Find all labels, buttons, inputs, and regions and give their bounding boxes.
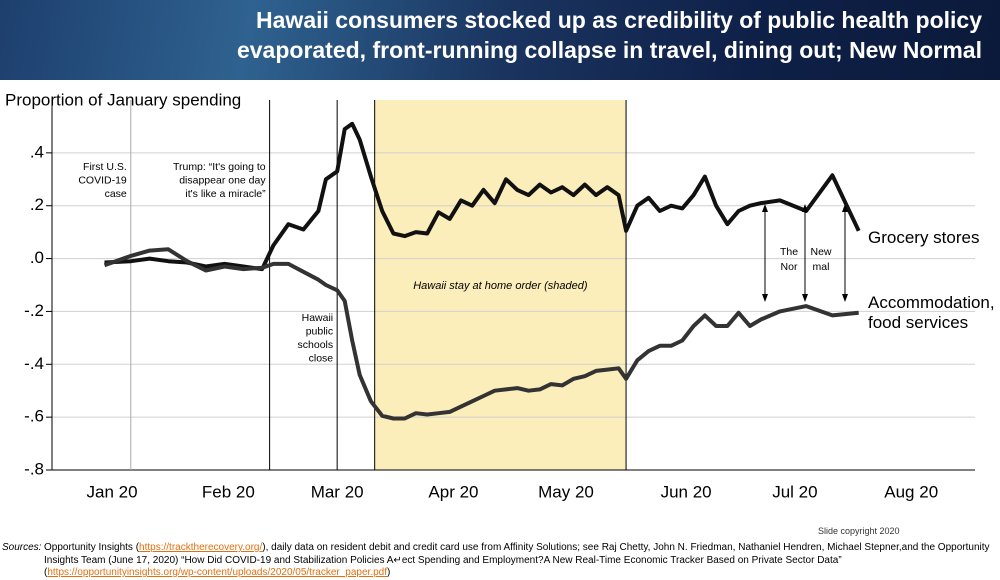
source-text: ) <box>387 567 391 578</box>
x-tick-label: May 20 <box>538 482 594 501</box>
x-tick-label: Mar 20 <box>311 482 364 501</box>
y-tick-label: -.4 <box>24 354 44 373</box>
copyright: Slide copyright 2020 <box>818 526 900 536</box>
y-tick-label: .0 <box>30 248 44 267</box>
x-tick-label: Jul 20 <box>772 482 817 501</box>
y-tick-label: -.2 <box>24 301 44 320</box>
event-label: disappear one day <box>179 174 266 186</box>
series-line <box>104 121 861 272</box>
sources-text: Opportunity Insights (https://trackthere… <box>44 542 992 580</box>
y-tick-label: .2 <box>30 195 44 214</box>
y-tick-label: -.6 <box>24 407 44 426</box>
event-label: public <box>306 325 333 337</box>
source-text: Opportunity Insights ( <box>44 542 140 553</box>
series-label: Grocery stores <box>868 228 980 247</box>
sources-label: Sources: <box>2 542 42 553</box>
title-line: evaporated, front-running collapse in tr… <box>236 37 982 63</box>
series-line <box>103 247 859 421</box>
event-label: it's like a miracle” <box>185 188 266 200</box>
shaded-period <box>374 100 627 470</box>
event-label: case <box>105 188 127 200</box>
source-link[interactable]: https://tracktherecovery.org/ <box>139 542 263 553</box>
series-label: Accommodation, food services <box>868 293 995 332</box>
event-label: Hawaii <box>302 312 334 324</box>
chart: Proportion of January spending Hawaii st… <box>5 90 975 501</box>
new-normal-label: The <box>780 246 798 258</box>
sources: Sources: Opportunity Insights (https://t… <box>2 542 992 580</box>
event-label: COVID-19 <box>78 174 127 186</box>
new-normal-label: mal <box>813 261 830 273</box>
x-tick-label: Feb 20 <box>202 482 255 501</box>
event-label: schools <box>298 339 334 351</box>
new-normal-label: Nor <box>781 261 798 273</box>
header-banner: Hawaii consumers stocked up as credibili… <box>0 0 1000 80</box>
y-tick-label: -.8 <box>24 459 44 478</box>
y-axis-label: Proportion of January spending <box>5 90 241 109</box>
x-tick-label: Jun 20 <box>661 482 712 501</box>
x-tick-label: Jan 20 <box>87 482 138 501</box>
shade-label: Hawaii stay at home order (shaded) <box>413 280 588 292</box>
title-line: Hawaii consumers stocked up as credibili… <box>256 7 982 33</box>
event-label: First U.S. <box>83 161 127 173</box>
x-tick-label: Aug 20 <box>884 482 938 501</box>
source-text: ), daily data on resident debit and cred… <box>44 542 990 578</box>
source-link[interactable]: https://opportunityinsights.org/wp-conte… <box>47 567 388 578</box>
title: Hawaii consumers stocked up as credibili… <box>237 5 982 65</box>
x-tick-label: Apr 20 <box>428 482 478 501</box>
new-normal-label: New <box>810 246 831 258</box>
event-label: Trump: “It's going to <box>173 161 266 173</box>
event-label: close <box>309 352 334 364</box>
y-tick-label: .4 <box>30 142 44 161</box>
